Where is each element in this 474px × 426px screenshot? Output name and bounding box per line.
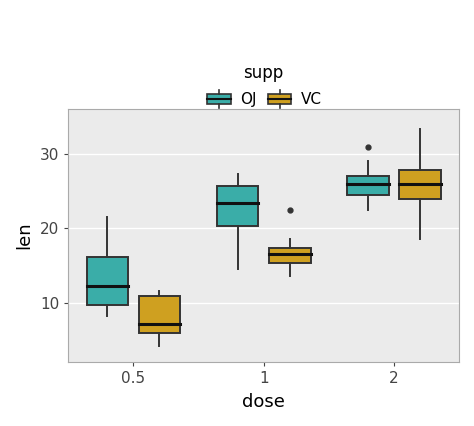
Bar: [399, 170, 441, 199]
Bar: [139, 296, 180, 333]
Y-axis label: len: len: [15, 222, 33, 250]
Bar: [347, 176, 389, 195]
Bar: [269, 248, 310, 263]
Bar: [87, 256, 128, 305]
Legend: OJ, VC: OJ, VC: [202, 61, 325, 111]
X-axis label: dose: dose: [242, 393, 285, 411]
Bar: [217, 186, 258, 226]
